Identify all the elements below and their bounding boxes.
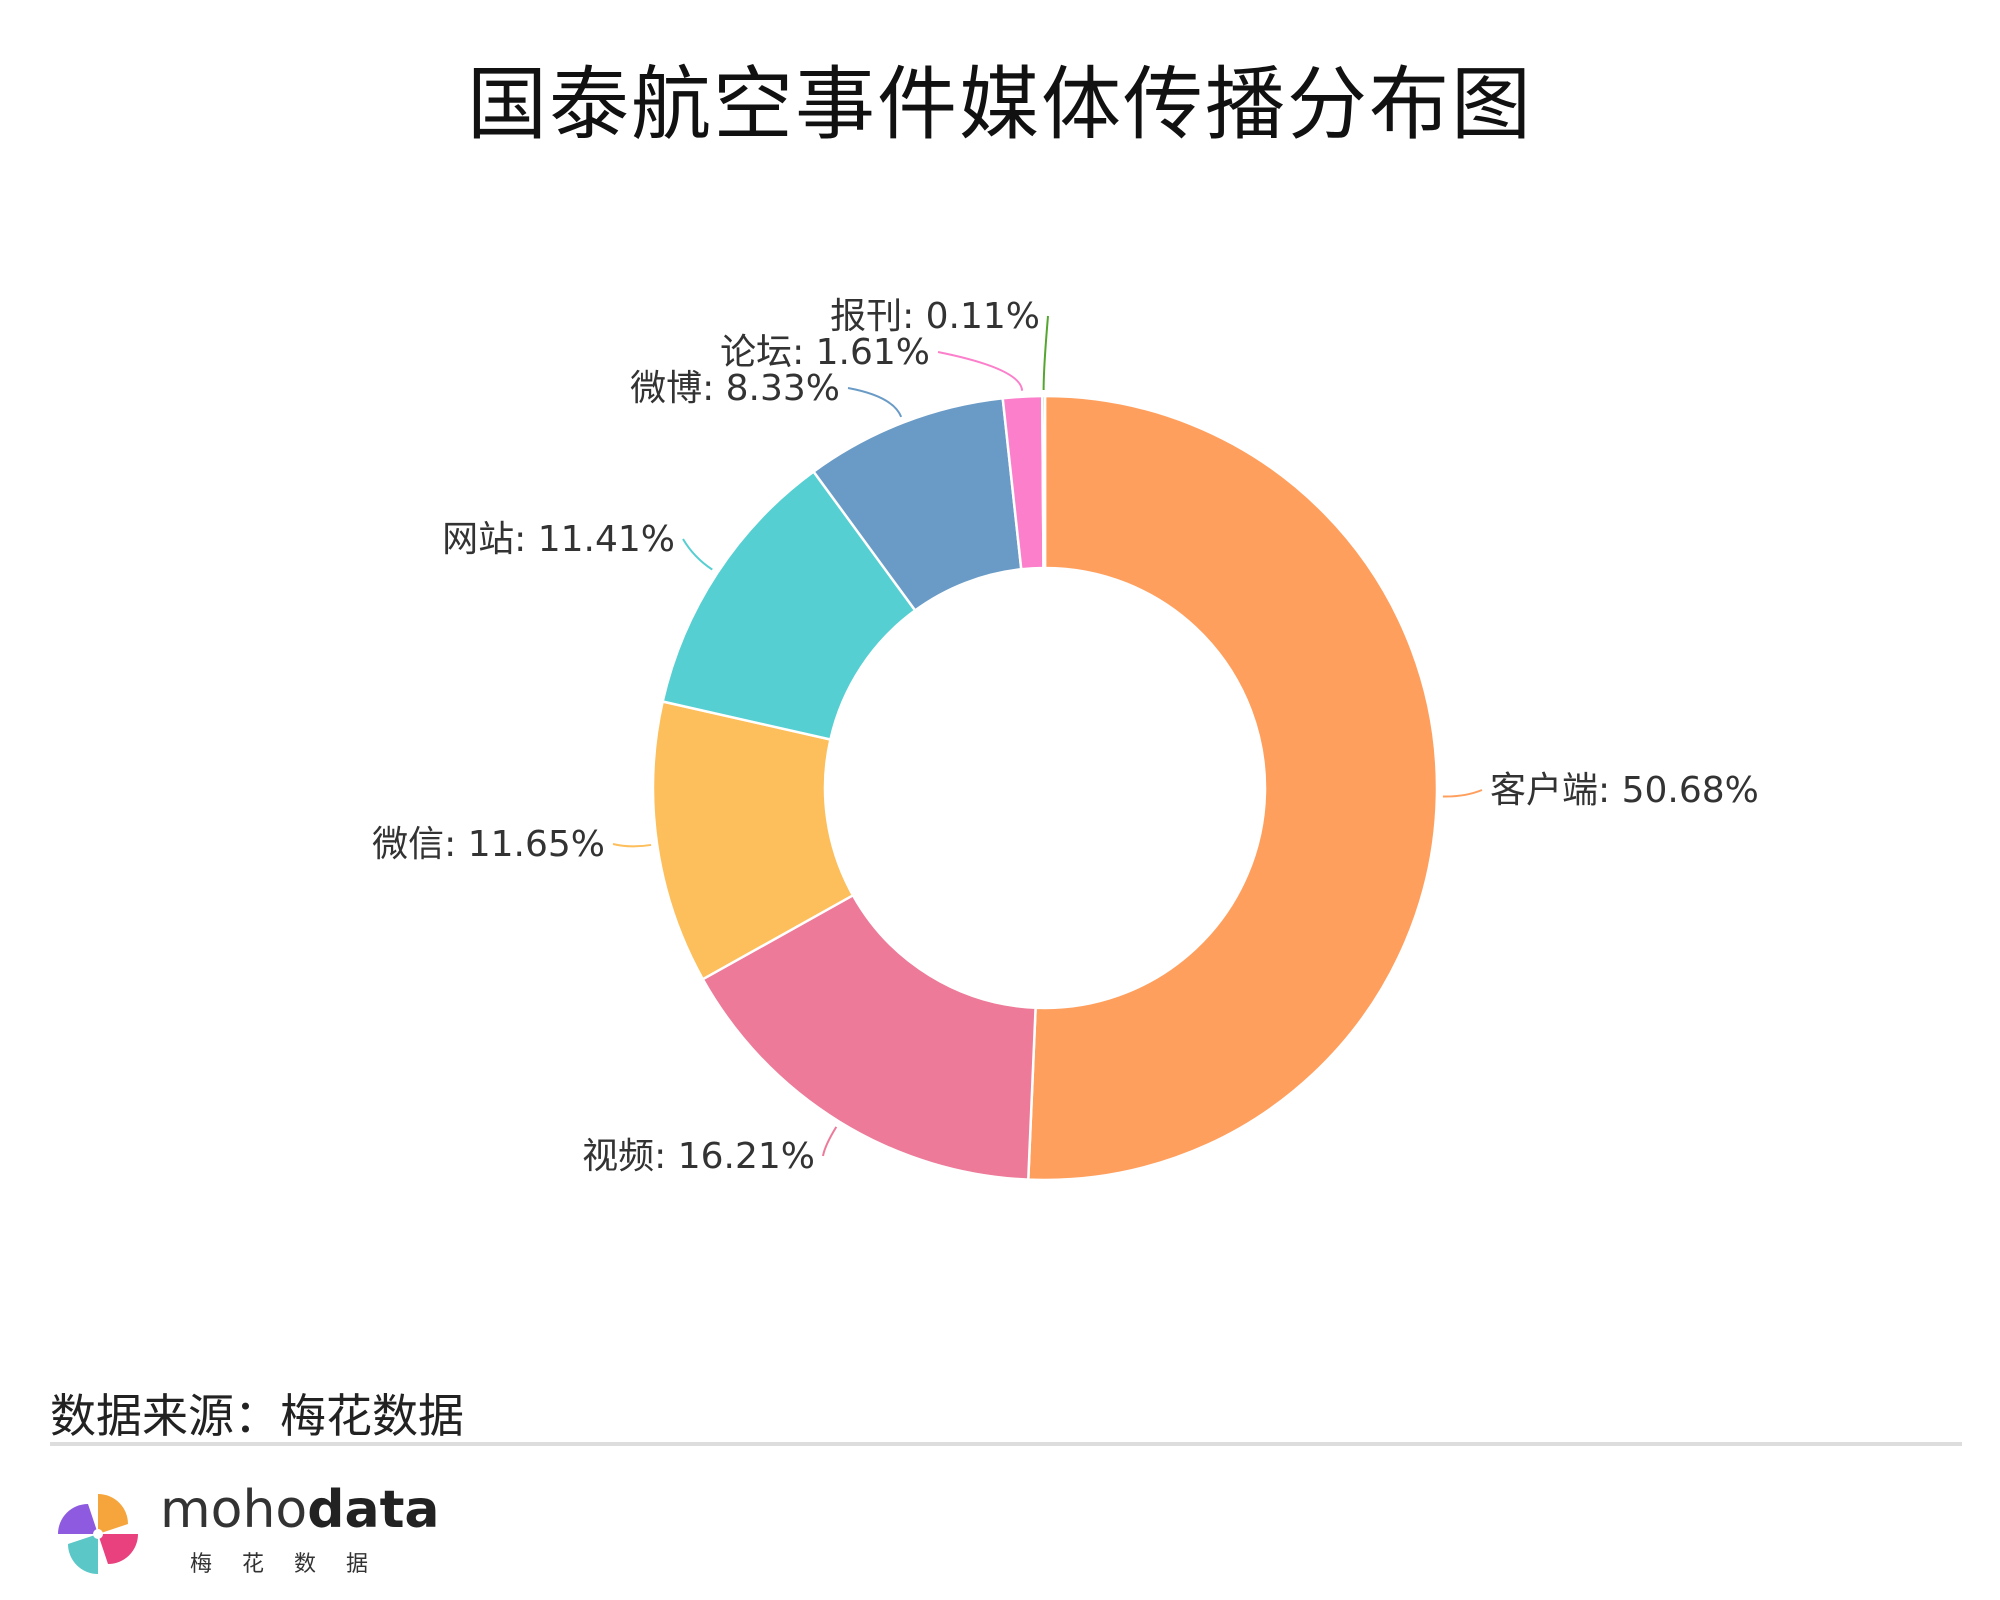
slice-label-2: 视频: 16.21% xyxy=(582,1136,815,1177)
logo-petal xyxy=(98,1534,138,1564)
donut-slice-4 xyxy=(661,469,917,741)
slice-label-4: 网站: 11.41% xyxy=(442,519,675,560)
chart-title: 国泰航空事件媒体传播分布图 xyxy=(467,58,1533,151)
logo-wordmark: mohodata xyxy=(160,1480,440,1540)
donut-slice-2 xyxy=(701,893,1037,1181)
pinwheel-logo-icon xyxy=(58,1494,138,1574)
leader-line-7 xyxy=(1042,315,1049,391)
logo-text-light: moho xyxy=(160,1480,308,1540)
leader-line-5 xyxy=(847,387,903,418)
logo-petal xyxy=(58,1504,98,1534)
leader-line-3 xyxy=(612,843,652,848)
mohodata-logo: mohodata 梅花数据 xyxy=(48,1480,440,1590)
leader-line-6 xyxy=(937,351,1024,391)
slice-label-5: 微博: 8.33% xyxy=(630,368,840,409)
logo-petal xyxy=(68,1534,98,1574)
slice-label-7: 报刊: 0.11% xyxy=(830,296,1040,337)
donut-slice-7 xyxy=(1041,394,1047,570)
logo-text-bold: data xyxy=(307,1480,440,1540)
leader-line-1 xyxy=(1442,789,1483,798)
footer-divider xyxy=(50,1442,1962,1446)
leader-line-4 xyxy=(682,538,713,571)
data-source: 数据来源：梅花数据 xyxy=(50,1389,464,1443)
leader-line-2 xyxy=(822,1126,838,1157)
slice-label-3: 微信: 11.65% xyxy=(372,824,605,865)
donut-slice-1 xyxy=(1026,394,1439,1182)
slice-label-1: 客户端: 50.68% xyxy=(1490,770,1759,811)
logo-center xyxy=(93,1529,103,1539)
logo-petal xyxy=(98,1494,128,1534)
slice-label-6: 论坛: 1.61% xyxy=(720,332,930,373)
logo-subtitle: 梅花数据 xyxy=(190,1552,399,1577)
